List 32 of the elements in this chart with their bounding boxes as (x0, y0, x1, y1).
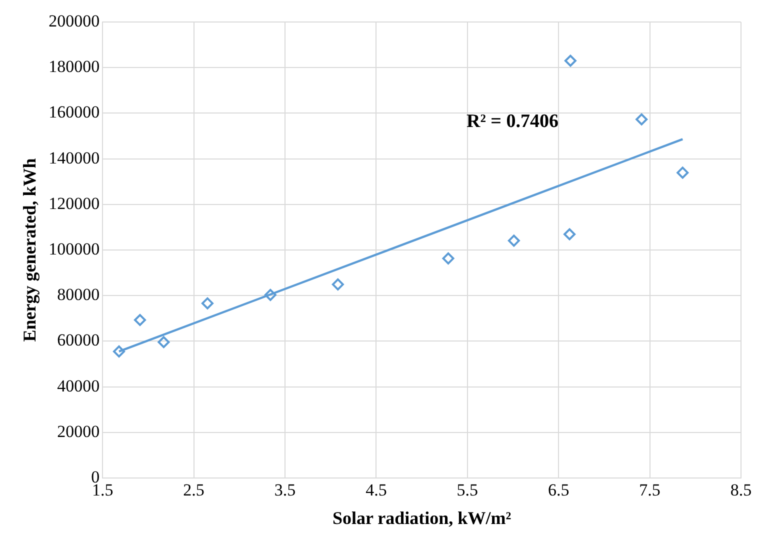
x-tick-label: 5.5 (456, 480, 478, 500)
point (158, 336, 170, 348)
y-tick-label: 120000 (48, 194, 100, 213)
point (201, 297, 214, 310)
x-tick-label: 8.5 (730, 480, 752, 500)
point (564, 54, 576, 67)
y-tick-label: 140000 (48, 148, 100, 168)
y-tick-label: 40000 (57, 376, 100, 396)
point (332, 278, 344, 290)
x-tick-label: 4.5 (366, 480, 387, 500)
y-tick-label: 200000 (48, 11, 100, 30)
annotation: R² = 0.7406 (466, 110, 558, 132)
x-tick-label: 2.5 (183, 480, 204, 500)
point (636, 113, 648, 126)
x-tick-label: 6.5 (548, 480, 570, 500)
point (508, 234, 520, 247)
y-axis-title: Energy generated, kWh (19, 158, 40, 342)
x-tick-label: 3.5 (274, 480, 296, 500)
y-tick-label: 160000 (48, 102, 100, 122)
point (134, 314, 146, 326)
y-tick-label: 20000 (57, 422, 100, 441)
y-tick-label: 80000 (57, 285, 100, 304)
point (564, 228, 576, 240)
y-tick-label: 180000 (48, 57, 100, 76)
point (442, 252, 454, 264)
x-tick-label: 7.5 (639, 480, 660, 500)
y-tick-label: 60000 (57, 330, 100, 350)
x-axis-title: Solar radiation, kW/m² (332, 508, 512, 528)
point (264, 288, 276, 301)
point (113, 345, 126, 358)
point (676, 166, 689, 179)
y-tick-label: 100000 (48, 239, 100, 258)
